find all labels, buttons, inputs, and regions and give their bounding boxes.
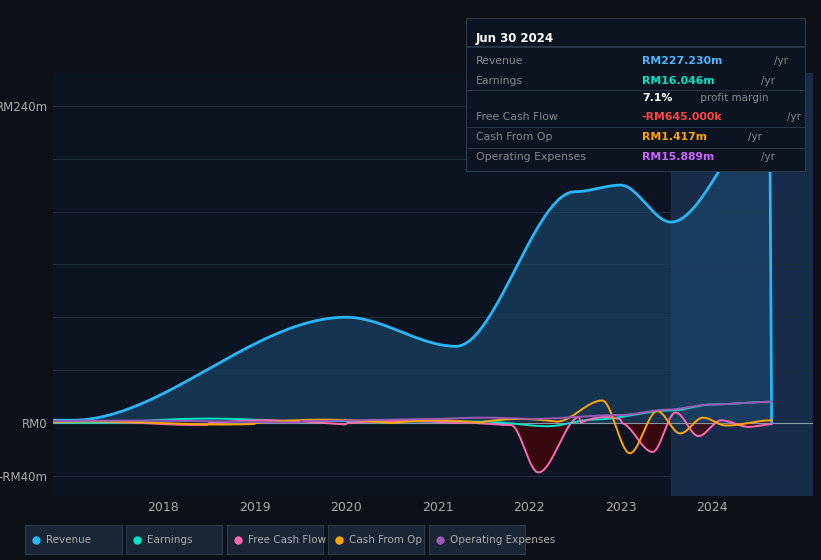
Text: Cash From Op: Cash From Op [475, 132, 553, 142]
Text: Operating Expenses: Operating Expenses [450, 535, 555, 545]
Text: RM1.417m: RM1.417m [642, 132, 707, 142]
Text: /yr: /yr [748, 132, 762, 142]
Text: Cash From Op: Cash From Op [349, 535, 422, 545]
Text: profit margin: profit margin [697, 93, 768, 102]
Text: RM15.889m: RM15.889m [642, 152, 714, 162]
Text: /yr: /yr [787, 113, 801, 123]
Bar [671, 73, 813, 496]
Text: -RM645.000k: -RM645.000k [642, 113, 722, 123]
Text: Free Cash Flow: Free Cash Flow [475, 113, 557, 123]
Text: Earnings: Earnings [475, 76, 523, 86]
Text: Free Cash Flow: Free Cash Flow [248, 535, 326, 545]
Text: Earnings: Earnings [147, 535, 192, 545]
Text: RM227.230m: RM227.230m [642, 56, 722, 66]
Text: /yr: /yr [761, 152, 775, 162]
Text: 7.1%: 7.1% [642, 93, 672, 102]
Text: /yr: /yr [774, 56, 788, 66]
Text: Revenue: Revenue [46, 535, 91, 545]
Text: Operating Expenses: Operating Expenses [475, 152, 585, 162]
Text: Jun 30 2024: Jun 30 2024 [475, 32, 554, 45]
Text: RM16.046m: RM16.046m [642, 76, 714, 86]
Text: Revenue: Revenue [475, 56, 523, 66]
Text: /yr: /yr [761, 76, 775, 86]
